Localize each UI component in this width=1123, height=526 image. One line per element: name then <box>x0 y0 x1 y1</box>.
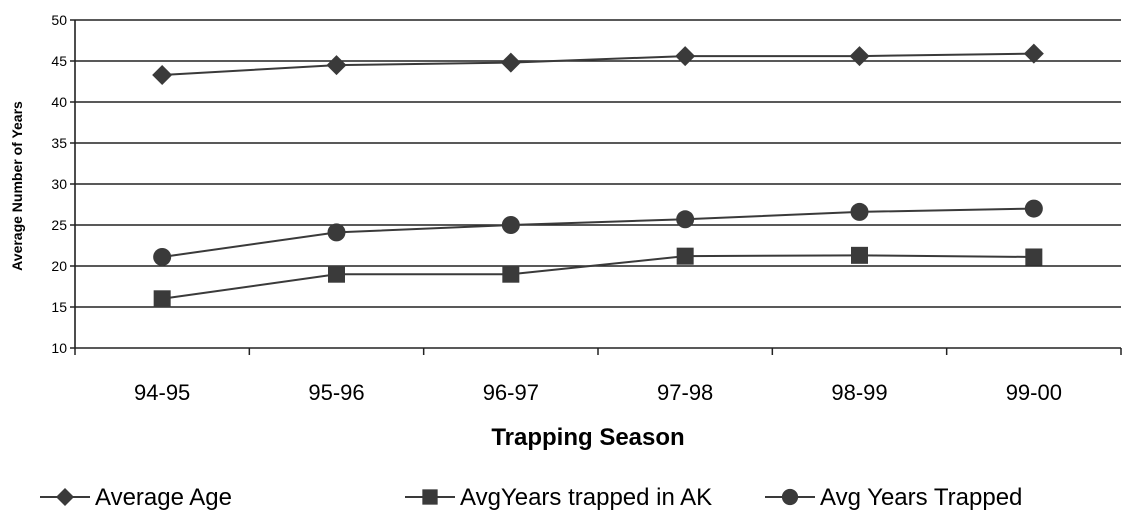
diamond-marker <box>500 52 521 73</box>
diamond-marker <box>1023 43 1044 64</box>
gridlines <box>75 19 1121 308</box>
diamond-marker <box>849 46 870 67</box>
square-marker <box>422 489 438 505</box>
x-tick-label: 97-98 <box>657 380 713 405</box>
circle-marker <box>676 210 695 229</box>
circle-marker <box>850 202 869 221</box>
series-line <box>162 52 1034 76</box>
circle-marker <box>781 488 799 506</box>
series-circle <box>153 199 1043 266</box>
diamond-marker <box>56 488 74 506</box>
diamond-marker <box>675 46 696 67</box>
square-marker <box>502 265 520 283</box>
square-marker <box>328 265 345 283</box>
y-tick-label: 40 <box>51 94 67 110</box>
y-axis-title: Average Number of Years <box>9 101 25 271</box>
y-tick-label: 45 <box>51 53 67 69</box>
y-tick-label: 15 <box>51 299 67 315</box>
series-line <box>162 207 1034 258</box>
y-tick-label: 30 <box>51 176 67 192</box>
x-tick-label: 94-95 <box>134 380 190 405</box>
x-axis-title: Trapping Season <box>491 424 684 451</box>
y-tick-label: 25 <box>51 217 67 233</box>
x-tick-label: 98-99 <box>831 380 887 405</box>
legend-label: Avg Years Trapped <box>820 484 1022 511</box>
x-tick-label: 95-96 <box>308 380 364 405</box>
diamond-marker <box>326 55 347 76</box>
circle-marker <box>327 223 346 242</box>
y-tick-label: 35 <box>51 135 67 151</box>
series-line <box>162 254 1034 300</box>
y-tick-label: 10 <box>51 340 67 356</box>
legend: Average Age AvgYears trapped in AK Avg Yea… <box>40 484 1022 511</box>
series-group <box>152 43 1044 308</box>
y-tick-label: 20 <box>51 258 67 274</box>
x-tick-label: 96-97 <box>483 380 539 405</box>
legend-item: Avg Years Trapped <box>765 484 1022 511</box>
series-diamond <box>152 43 1044 85</box>
axes: 10 15 20 25 30 35 40 45 50 94-95 95-96 96-97 97-98 98… <box>51 12 1122 405</box>
legend-label: Average Age <box>95 484 232 511</box>
legend-item: AvgYears trapped in AK <box>405 484 712 511</box>
diamond-marker <box>152 64 173 85</box>
circle-marker <box>153 247 172 266</box>
circle-marker <box>1024 199 1043 218</box>
square-marker <box>1025 248 1043 266</box>
legend-label: AvgYears trapped in AK <box>460 484 712 511</box>
square-marker <box>851 246 868 264</box>
square-marker <box>153 290 171 308</box>
series-square <box>153 246 1043 308</box>
y-tick-label: 50 <box>51 12 67 28</box>
square-marker <box>676 247 694 265</box>
legend-item: Average Age <box>40 484 232 511</box>
labels: Trapping Season Average Number of Years <box>9 101 685 451</box>
circle-marker <box>501 216 520 234</box>
x-tick-label: 99-00 <box>1006 380 1062 405</box>
